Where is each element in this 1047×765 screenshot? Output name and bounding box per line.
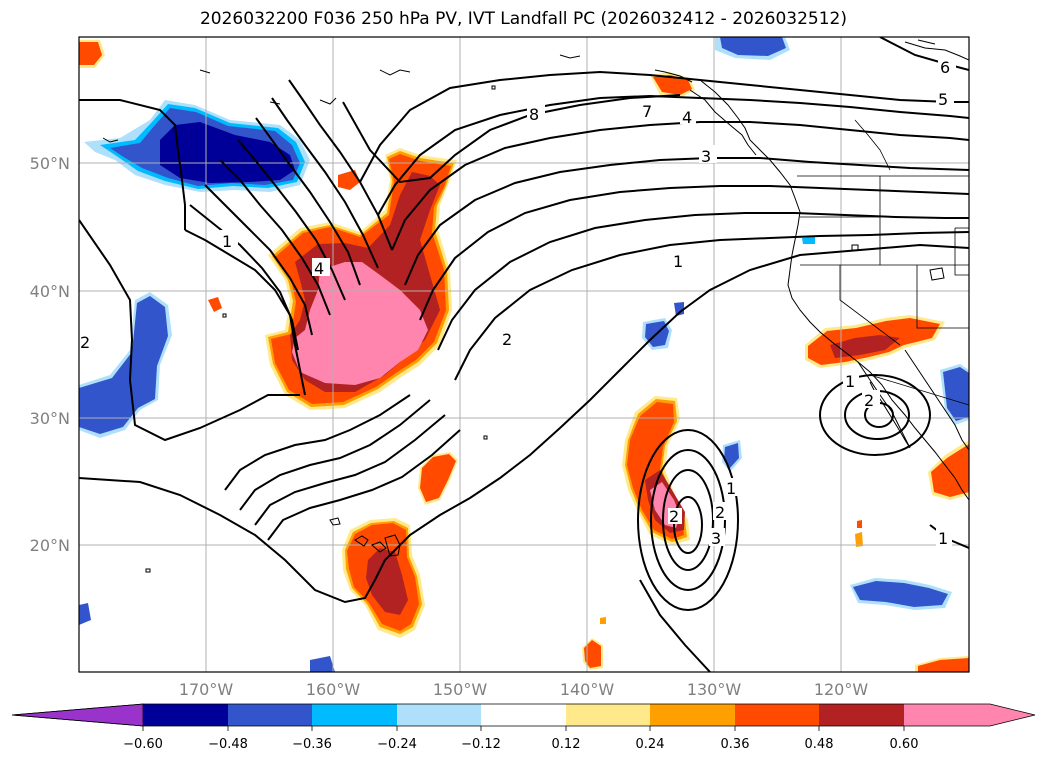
colorbar-tick: 0.36 — [721, 737, 750, 752]
contour-label: 1 — [222, 232, 232, 251]
colorbar-bin — [735, 704, 819, 726]
contour-label: 5 — [938, 90, 948, 109]
colorbar-extend-high — [904, 704, 1035, 726]
contour-label: 3 — [701, 147, 711, 166]
lat-label: 20°N — [30, 536, 70, 555]
colorbar-bin — [228, 704, 312, 726]
colorbar-bin — [312, 704, 397, 726]
colorbar-bin — [481, 704, 566, 726]
colorbar-tick: −0.36 — [292, 737, 332, 752]
ivt-contours — [79, 37, 969, 672]
longitude-labels: 170°W 160°W 150°W 140°W 130°W 120°W — [179, 680, 869, 699]
colorbar-bin — [819, 704, 904, 726]
contour-label: 4 — [314, 259, 324, 278]
colorbar-bin — [566, 704, 650, 726]
lat-label: 40°N — [30, 282, 70, 301]
contour-label: 7 — [642, 102, 652, 121]
lon-label: 150°W — [433, 680, 488, 699]
colorbar-bin — [650, 704, 735, 726]
plot-border — [78, 36, 970, 673]
contour-label: 3 — [711, 529, 721, 548]
colorbar-bin — [397, 704, 481, 726]
contour-label: 2 — [80, 333, 90, 352]
map-title: 2026032200 F036 250 hPa PV, IVT Landfall… — [199, 9, 847, 29]
pv-shading — [79, 37, 969, 672]
lat-label: 50°N — [30, 154, 70, 173]
contour-label: 2 — [715, 503, 725, 522]
contour-label: 2 — [864, 391, 874, 410]
contour-label: 6 — [940, 58, 950, 77]
contour-label: 8 — [529, 105, 539, 124]
contour-label-group: 8 7 6 5 4 3 2 1 1 2 2 1 2 3 — [79, 56, 956, 548]
colorbar-tick: −0.24 — [377, 737, 417, 752]
latitude-labels: 50°N 40°N 30°N 20°N — [30, 154, 70, 555]
colorbar: −0.60 −0.48 −0.36 −0.24 −0.12 0.12 0.24 … — [11, 703, 1036, 752]
lat-label: 30°N — [30, 409, 70, 428]
contour-label: 2 — [669, 507, 679, 526]
colorbar-tick: 0.48 — [805, 737, 834, 752]
lon-label: 130°W — [687, 680, 742, 699]
colorbar-tick: −0.60 — [123, 737, 163, 752]
colorbar-tick: −0.48 — [208, 737, 248, 752]
lon-label: 160°W — [306, 680, 361, 699]
contour-label: 1 — [845, 372, 855, 391]
colorbar-tick: −0.12 — [461, 737, 501, 752]
colorbar-extend-low — [11, 703, 144, 727]
lon-label: 140°W — [560, 680, 615, 699]
lon-label: 170°W — [179, 680, 234, 699]
contour-label: 4 — [682, 108, 692, 127]
colorbar-bin — [143, 704, 228, 726]
colorbar-tick: 0.60 — [890, 737, 919, 752]
contour-label: 2 — [502, 330, 512, 349]
contour-label: 1 — [938, 529, 948, 548]
contour-label: 1 — [673, 252, 683, 271]
lon-label: 120°W — [814, 680, 869, 699]
contour-label: 1 — [726, 479, 736, 498]
colorbar-tick: 0.12 — [552, 737, 581, 752]
colorbar-tick: 0.24 — [636, 737, 665, 752]
